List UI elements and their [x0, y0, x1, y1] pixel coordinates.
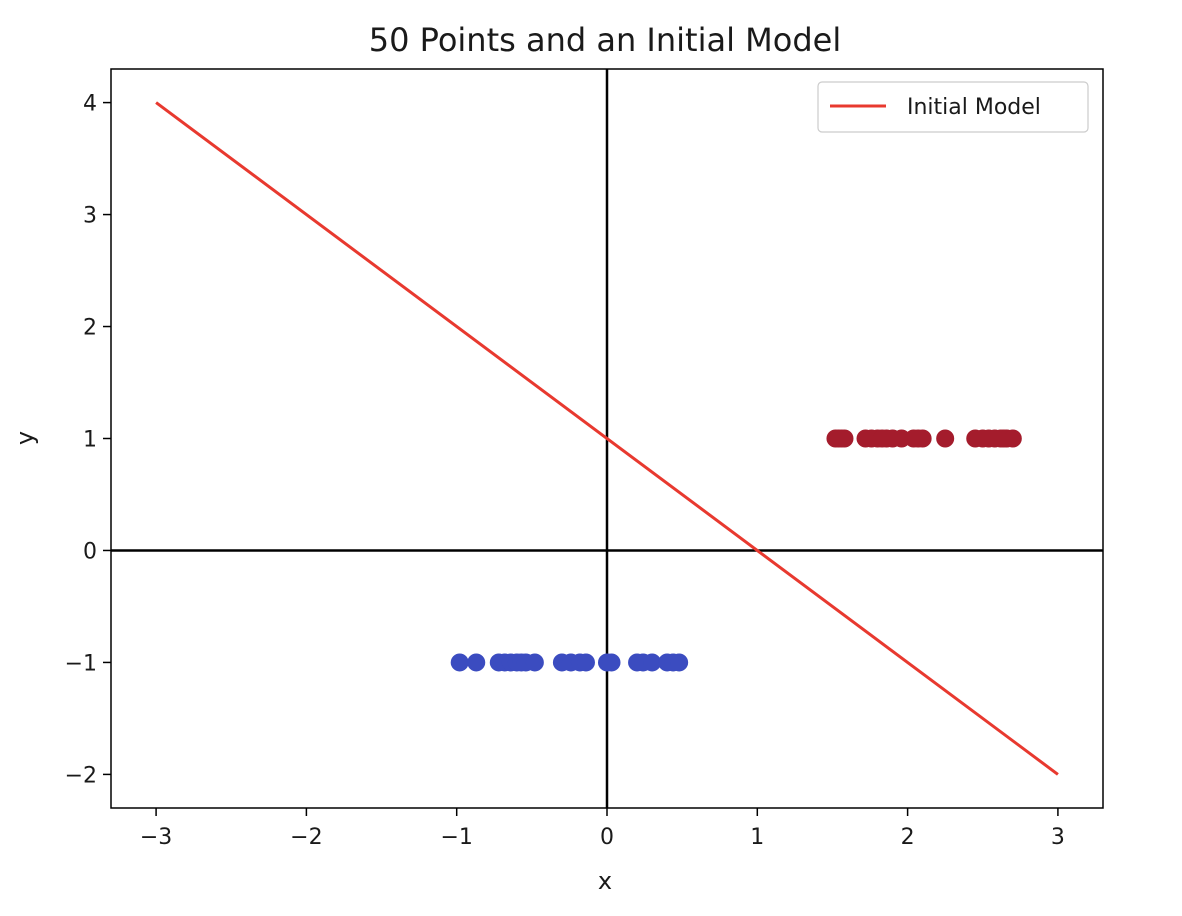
scatter-point-positive	[913, 429, 932, 448]
x-tick-label: 2	[901, 825, 915, 850]
scatter-point-negative	[602, 653, 621, 672]
series-layer	[155, 101, 1059, 776]
scatter-point-negative	[643, 653, 662, 672]
scatter-point-positive	[835, 429, 854, 448]
scatter-point-negative	[450, 653, 469, 672]
x-tick-label: 0	[600, 825, 614, 850]
y-tick-label: 4	[83, 92, 97, 117]
y-tick-label: −2	[65, 763, 97, 788]
chart-title: 50 Points and an Initial Model	[369, 21, 841, 59]
scatter-point-negative	[576, 653, 595, 672]
x-tick-label: 1	[750, 825, 764, 850]
y-tick-label: 1	[83, 428, 97, 453]
scatter-point-negative	[467, 653, 486, 672]
x-axis-label: x	[598, 867, 612, 895]
y-axis-label: y	[11, 431, 39, 445]
x-tick-label: 3	[1051, 825, 1065, 850]
scatter-point-positive	[936, 429, 955, 448]
legend-label: Initial Model	[907, 95, 1041, 120]
scatter-point-negative	[670, 653, 689, 672]
scatter-point-positive	[1003, 429, 1022, 448]
y-tick-label: 2	[83, 316, 97, 341]
x-tick-label: −2	[290, 825, 322, 850]
scatter-point-negative	[525, 653, 544, 672]
x-tick-label: −1	[440, 825, 472, 850]
x-axis-ticks: −3 −2 −1 0 1 2 3	[140, 808, 1065, 850]
model-line	[155, 101, 1059, 776]
legend: Initial Model	[817, 81, 1089, 133]
y-tick-label: 3	[83, 204, 97, 229]
y-tick-label: −1	[65, 651, 97, 676]
legend-box	[817, 81, 1089, 133]
y-axis-ticks: −2 −1 0 1 2 3 4	[65, 92, 111, 788]
x-tick-label: −3	[140, 825, 172, 850]
y-tick-label: 0	[83, 539, 97, 564]
